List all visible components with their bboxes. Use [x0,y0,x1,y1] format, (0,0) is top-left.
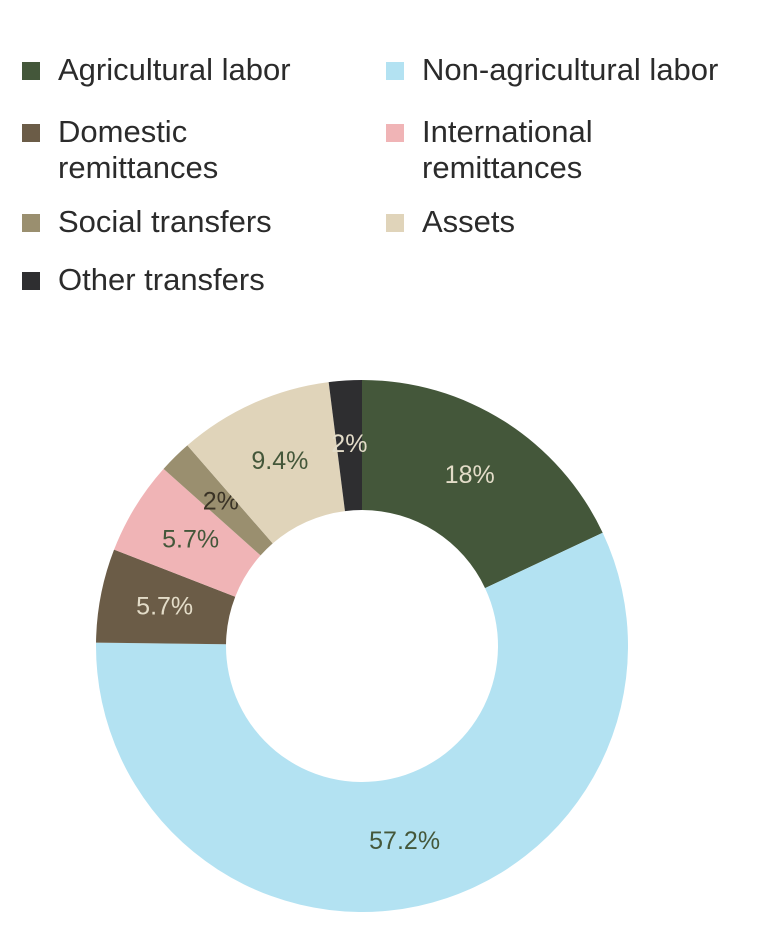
legend-label: Assets [422,204,516,239]
legend-label: Other transfers [58,262,265,297]
slice-label: 9.4% [251,447,308,475]
legend-label: Social transfers [58,204,272,239]
slice-non-agricultural-labor [96,532,629,912]
slice-domestic-remittances [96,549,236,645]
slice-international-remittances [114,468,261,597]
legend-label: International remittances [422,114,593,185]
slice-label: 57.2% [369,827,440,855]
legend-item-social-transfers: Social transfers [22,204,272,240]
legend-item-international-remittances: International remittances [386,114,593,186]
slice-label: 2% [331,430,367,458]
legend-swatch [22,214,40,232]
slice-assets [187,382,345,544]
slice-label: 5.7% [162,526,219,554]
legend-swatch [22,272,40,290]
legend-label: Non-agricultural labor [422,52,719,87]
legend-swatch [386,214,404,232]
slice-agricultural-labor [362,380,603,589]
legend-item-other-transfers: Other transfers [22,262,265,298]
legend-swatch [386,62,404,80]
legend-item-non-agricultural-labor: Non-agricultural labor [386,52,718,88]
legend-swatch [22,124,40,142]
legend-item-assets: Assets [386,204,515,240]
legend-swatch [386,124,404,142]
slice-social-transfers [163,445,273,556]
slice-other-transfers [328,380,362,512]
legend-item-domestic-remittances: Domestic remittances [22,114,218,186]
legend-label: Agricultural labor [58,52,291,87]
slice-label: 5.7% [136,592,193,620]
legend-swatch [22,62,40,80]
donut-chart: 18%57.2%5.7%5.7%2%9.4%2% [96,380,629,912]
legend-item-agricultural-labor: Agricultural labor [22,52,291,88]
legend-label: Domestic remittances [58,114,219,185]
slice-label: 18% [445,461,495,489]
